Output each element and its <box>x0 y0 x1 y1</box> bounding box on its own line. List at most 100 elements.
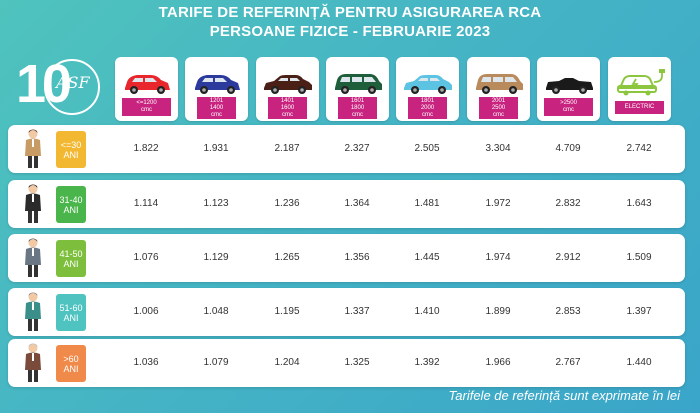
tariff-value: 2.187 <box>274 143 300 154</box>
minivan-car-icon <box>335 74 382 94</box>
asf-logo: 10 ASF <box>16 55 116 117</box>
category-label: 2001 2500 cmc <box>479 97 518 119</box>
tariff-value: 1.410 <box>414 306 440 317</box>
category-label: <=1200 cmc <box>122 98 171 116</box>
category-card-1: <=1200 cmc <box>115 57 178 121</box>
footer-note: Tarifele de referință sunt exprimate în … <box>448 388 680 403</box>
category-label-line2: 1600 <box>280 104 295 111</box>
category-label-line3: cmc <box>282 111 293 118</box>
age-group-range: <=30 <box>60 139 82 150</box>
hatchback-car-icon <box>195 75 240 94</box>
tariff-value: 1.440 <box>626 357 652 368</box>
category-label-line2: 1400 <box>209 104 224 111</box>
tariff-value: 1.325 <box>344 357 370 368</box>
age-group-badge: >60 ANI <box>56 345 86 382</box>
table-row: 41-50 ANI 1.076 1.129 1.265 1.356 1.445 1.974 2.… <box>8 234 685 282</box>
tariff-value: 1.076 <box>133 252 159 263</box>
category-label: 1601 1800 cmc <box>338 97 377 119</box>
category-card-6: 2001 2500 cmc <box>467 57 530 121</box>
age-group-unit: ANI <box>63 363 79 374</box>
tariff-value: 1.397 <box>626 306 652 317</box>
tariff-value: 1.481 <box>414 198 440 209</box>
category-card-5: 1801 2000 cmc <box>396 57 459 121</box>
tariff-value: 4.709 <box>555 143 581 154</box>
page-title: TARIFE DE REFERINȚĂ PENTRU ASIGURAREA RC… <box>158 4 542 21</box>
age-group-badge: 31-40 ANI <box>56 186 86 223</box>
tariff-value: 2.832 <box>555 198 581 209</box>
table-row: <=30 ANI 1.822 1.931 2.187 2.327 2.505 3.304 4.7… <box>8 125 685 173</box>
category-label-line1: 2001 <box>491 97 506 104</box>
table-row: 51-60 ANI 1.006 1.048 1.195 1.337 1.410 1.899 2.… <box>8 288 685 336</box>
category-card-7: >2500 cmc <box>537 57 600 121</box>
category-label-line1: ELECTRIC <box>624 104 655 110</box>
tariff-value: 1.643 <box>626 198 652 209</box>
tariff-value: 2.767 <box>555 357 581 368</box>
tariff-value: 1.356 <box>344 252 370 263</box>
age-group-badge: <=30 ANI <box>56 131 86 168</box>
logo-monogram: ASF <box>56 73 90 92</box>
age-group-badge: 51-60 ANI <box>56 294 86 331</box>
electric-car-icon <box>617 69 665 96</box>
category-card-8: ELECTRIC <box>608 57 671 121</box>
tariff-value: 3.304 <box>485 143 511 154</box>
tariff-value: 1.822 <box>133 143 159 154</box>
category-card-2: 1201 1400 cmc <box>185 57 248 121</box>
tariff-value: 2.912 <box>555 252 581 263</box>
age-group-range: >60 <box>63 353 79 364</box>
hatchback-car-icon <box>125 75 170 94</box>
category-card-3: 1401 1600 cmc <box>256 57 319 121</box>
tariff-value: 1.899 <box>485 306 511 317</box>
age-group-range: 41-50 <box>59 248 83 259</box>
tariff-value: 2.742 <box>626 143 652 154</box>
tariff-value: 1.195 <box>274 306 300 317</box>
tariff-value: 1.129 <box>203 252 229 263</box>
person-icon <box>22 128 44 175</box>
category-label-line2: 2000 <box>420 104 435 111</box>
sedan-car-icon <box>404 75 452 94</box>
category-label-line3: cmc <box>352 111 363 118</box>
category-label-line3: cmc <box>211 111 222 118</box>
tariff-value: 1.966 <box>485 357 511 368</box>
person-icon <box>22 183 44 230</box>
sedan-car-icon <box>264 75 312 94</box>
tariff-value: 1.079 <box>203 357 229 368</box>
page-subtitle: PERSOANE FIZICE - FEBRUARIE 2023 <box>209 23 491 40</box>
category-label: ELECTRIC <box>615 101 664 114</box>
tariff-value: 2.505 <box>414 143 440 154</box>
age-group-range: 31-40 <box>59 194 83 205</box>
tariff-value: 1.236 <box>274 198 300 209</box>
table-row: 31-40 ANI 1.114 1.123 1.236 1.364 1.481 1.972 2.… <box>8 180 685 228</box>
tariff-value: 1.265 <box>274 252 300 263</box>
logo-ring-icon <box>44 59 100 115</box>
tariff-value: 1.972 <box>485 198 511 209</box>
age-group-range: 51-60 <box>59 302 83 313</box>
category-label: 1401 1600 cmc <box>268 97 307 119</box>
tariff-value: 1.931 <box>203 143 229 154</box>
category-label: 1801 2000 cmc <box>408 97 447 119</box>
category-card-4: 1601 1800 cmc <box>326 57 389 121</box>
person-icon <box>22 291 44 338</box>
age-group-badge: 41-50 ANI <box>56 240 86 277</box>
age-group-unit: ANI <box>63 204 79 215</box>
tariff-value: 1.036 <box>133 357 159 368</box>
category-label-line3: cmc <box>493 111 504 118</box>
category-label-line1: 1801 <box>420 97 435 104</box>
tariff-value: 1.204 <box>274 357 300 368</box>
category-label-line2: cmc <box>563 107 574 113</box>
tariff-value: 1.364 <box>344 198 370 209</box>
tariff-value: 2.327 <box>344 143 370 154</box>
tariff-value: 1.337 <box>344 306 370 317</box>
tariff-value: 1.123 <box>203 198 229 209</box>
category-label-line2: 1800 <box>350 104 365 111</box>
tariff-value: 1.974 <box>485 252 511 263</box>
age-group-unit: ANI <box>63 312 79 323</box>
tariff-value: 2.853 <box>555 306 581 317</box>
table-row: >60 ANI 1.036 1.079 1.204 1.325 1.392 1.966 2.76… <box>8 339 685 387</box>
category-label-line1: 1601 <box>350 97 365 104</box>
tariff-value: 1.114 <box>133 198 159 209</box>
person-icon <box>22 342 44 389</box>
category-label-line2: 2500 <box>491 104 506 111</box>
suv-car-icon <box>476 74 523 94</box>
category-label: >2500 cmc <box>544 98 593 116</box>
age-group-unit: ANI <box>63 149 79 160</box>
